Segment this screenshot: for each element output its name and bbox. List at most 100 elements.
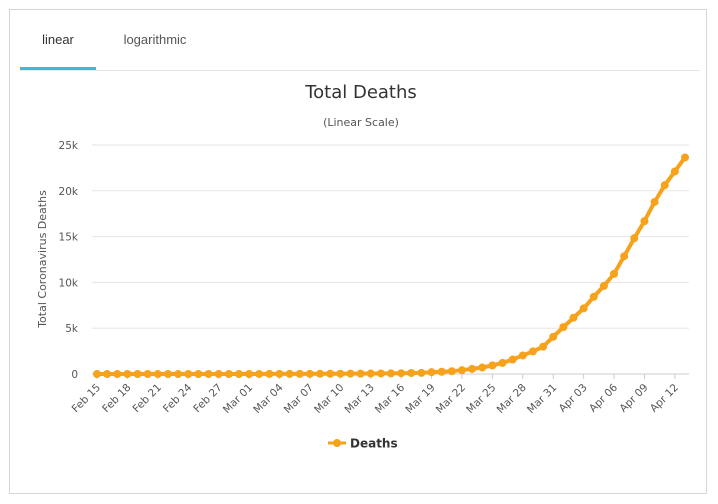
chart-panel: linear logarithmic: [9, 9, 707, 494]
x-tick-label: Mar 16: [373, 381, 408, 416]
y-axis-title: Total Coronavirus Deaths: [36, 190, 49, 329]
data-point[interactable]: [478, 363, 487, 372]
data-point[interactable]: [427, 368, 436, 377]
x-tick-label: Feb 24: [161, 381, 195, 415]
data-point[interactable]: [133, 370, 142, 378]
x-tick-label: Apr 12: [648, 382, 681, 415]
data-point[interactable]: [549, 332, 558, 341]
data-point[interactable]: [498, 358, 507, 367]
x-tick-label: Mar 31: [525, 382, 559, 416]
legend-label-deaths: Deaths: [350, 437, 398, 451]
chart-subtitle: (Linear Scale): [323, 116, 399, 129]
data-point[interactable]: [224, 369, 233, 378]
data-point[interactable]: [184, 370, 193, 378]
series-deaths: [93, 153, 689, 378]
data-point[interactable]: [468, 364, 477, 373]
data-point[interactable]: [681, 153, 689, 162]
data-point[interactable]: [234, 369, 243, 378]
x-tick-label: Mar 28: [495, 382, 529, 416]
data-point[interactable]: [93, 370, 101, 378]
data-point[interactable]: [397, 369, 406, 378]
x-tick-label: Mar 22: [434, 382, 468, 416]
x-tick-label: Mar 19: [403, 382, 437, 416]
y-tick-label: 5k: [65, 323, 79, 335]
tab-linear[interactable]: linear: [20, 24, 96, 70]
data-point[interactable]: [275, 369, 284, 378]
data-point[interactable]: [163, 370, 172, 378]
data-point[interactable]: [457, 366, 466, 375]
x-tick-label: Feb 27: [191, 382, 224, 415]
x-tick-label: Feb 21: [131, 382, 164, 415]
data-point[interactable]: [387, 369, 395, 378]
data-point[interactable]: [346, 369, 355, 378]
data-point[interactable]: [579, 304, 588, 313]
x-tick-label: Mar 04: [251, 381, 286, 416]
data-point[interactable]: [204, 370, 213, 378]
y-tick-label: 20k: [59, 186, 79, 198]
data-point[interactable]: [356, 369, 365, 378]
data-point[interactable]: [559, 323, 568, 332]
x-tick-label: Mar 10: [312, 382, 346, 416]
x-tick-label: Mar 13: [343, 382, 377, 416]
scale-tabs: linear logarithmic: [20, 24, 700, 71]
legend[interactable]: Deaths: [328, 437, 398, 451]
legend-marker: [333, 439, 341, 447]
x-tick-label: Mar 01: [221, 382, 255, 416]
data-point[interactable]: [265, 369, 274, 378]
x-tick-label: Feb 15: [70, 382, 103, 415]
data-point[interactable]: [174, 370, 183, 378]
x-tick-label: Mar 07: [282, 382, 316, 416]
chart-title: Total Deaths: [304, 82, 417, 103]
data-point[interactable]: [417, 368, 426, 377]
data-point[interactable]: [518, 351, 527, 360]
data-point[interactable]: [660, 181, 669, 190]
data-point[interactable]: [539, 342, 548, 351]
data-point[interactable]: [316, 369, 325, 378]
data-point[interactable]: [123, 370, 132, 378]
data-point[interactable]: [630, 234, 639, 243]
data-point[interactable]: [610, 269, 619, 278]
x-tick-label: Apr 03: [557, 382, 590, 415]
data-point[interactable]: [650, 197, 659, 206]
data-point[interactable]: [214, 370, 223, 378]
data-point[interactable]: [245, 369, 254, 378]
data-point[interactable]: [285, 369, 294, 378]
y-tick-label: 10k: [59, 277, 79, 289]
y-tick-label: 0: [71, 369, 78, 381]
data-point[interactable]: [366, 369, 375, 378]
data-point[interactable]: [255, 369, 264, 378]
data-point[interactable]: [620, 252, 629, 261]
data-point[interactable]: [336, 369, 345, 378]
x-tick-label: Feb 18: [100, 382, 133, 415]
data-point[interactable]: [528, 347, 537, 356]
series-line: [97, 156, 687, 376]
data-point[interactable]: [599, 281, 608, 290]
data-point[interactable]: [326, 369, 335, 378]
data-point[interactable]: [437, 367, 446, 376]
data-point[interactable]: [569, 313, 578, 322]
x-tick-label: Apr 06: [587, 381, 620, 414]
data-point[interactable]: [508, 355, 517, 364]
data-point[interactable]: [113, 370, 122, 378]
data-point[interactable]: [589, 292, 598, 301]
data-point[interactable]: [103, 370, 112, 378]
tab-logarithmic[interactable]: logarithmic: [123, 32, 187, 47]
data-point[interactable]: [640, 217, 649, 226]
gridlines: [92, 144, 689, 375]
data-point[interactable]: [305, 369, 314, 378]
data-point[interactable]: [407, 369, 416, 378]
y-tick-label: 25k: [59, 140, 79, 152]
data-point[interactable]: [376, 369, 385, 378]
data-point[interactable]: [194, 370, 203, 378]
data-point[interactable]: [670, 167, 679, 176]
data-point[interactable]: [447, 367, 456, 376]
x-tick-label: Apr 09: [617, 382, 650, 415]
data-point[interactable]: [143, 370, 152, 378]
data-point[interactable]: [488, 361, 497, 370]
data-point[interactable]: [153, 370, 162, 378]
y-tick-label: 15k: [59, 232, 79, 244]
data-point[interactable]: [295, 369, 304, 378]
y-tick-labels: 0 5k 10k 15k 20k 25k: [59, 140, 79, 381]
